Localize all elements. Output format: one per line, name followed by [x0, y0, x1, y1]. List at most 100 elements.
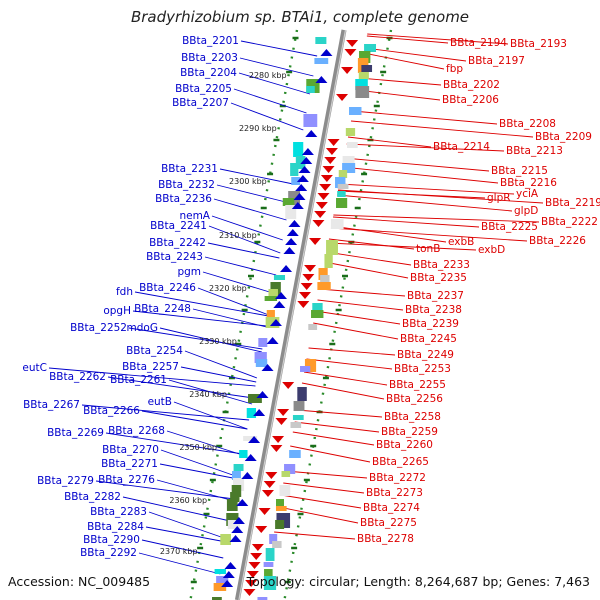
feature-block	[320, 275, 330, 282]
left-strand-arrow	[241, 472, 254, 479]
feature-block	[230, 492, 240, 502]
connector-layer	[48, 33, 544, 575]
left-gene-label: BBta_2204	[180, 67, 237, 79]
right-gene-connector	[324, 261, 409, 279]
right-gene-connector	[367, 33, 509, 45]
feature-block	[255, 359, 268, 367]
feature-block	[258, 338, 268, 347]
left-gene-connector	[156, 479, 235, 502]
right-strand-arrow	[315, 202, 328, 209]
kbp-label: 2300 kbp	[229, 177, 267, 186]
left-gene-connector	[240, 40, 318, 57]
kbp-label: 2350 kbp	[179, 443, 217, 452]
left-strand-arrow	[256, 391, 269, 398]
left-strand-arrow	[248, 436, 261, 443]
right-gene-connector	[346, 143, 505, 152]
right-gene-connector	[296, 409, 383, 418]
left-gene-connector	[233, 88, 307, 114]
left-strand-arrow	[320, 49, 333, 56]
right-strand-arrow	[309, 238, 322, 245]
left-gene-label: BBta_2290	[83, 534, 140, 546]
feature-layer	[212, 37, 377, 600]
left-gene-connector	[211, 215, 283, 241]
right-gene-connector	[337, 194, 513, 212]
left-strand-arrow	[269, 319, 282, 326]
left-strand-arrow	[253, 409, 266, 416]
feature-block	[314, 58, 329, 64]
right-gene-label: BBta_2193	[510, 38, 567, 50]
feature-block	[263, 562, 274, 567]
right-strand-arrow	[272, 436, 285, 443]
right-strand-arrow	[327, 139, 340, 146]
left-strand-arrow	[224, 562, 237, 569]
feature-block	[345, 128, 356, 136]
left-gene-connector	[216, 184, 290, 204]
right-strand-arrow	[346, 40, 359, 47]
left-gene-label: pgm	[177, 266, 201, 278]
left-gene-connector	[173, 401, 248, 430]
left-gene-connector	[145, 526, 227, 543]
left-gene-connector	[204, 256, 277, 276]
right-strand-arrow	[265, 472, 278, 479]
right-strand-arrow	[275, 418, 288, 425]
feature-block	[220, 534, 231, 545]
feature-block	[243, 436, 258, 441]
right-gene-connector	[315, 310, 401, 325]
feature-block	[297, 387, 307, 401]
feature-block	[291, 177, 301, 185]
left-gene-connector	[166, 430, 243, 456]
kbp-label: 2330 kbp	[199, 337, 237, 346]
feature-block	[239, 450, 248, 458]
right-gene-label: BBta_2274	[363, 502, 420, 514]
right-gene-label: BBta_2278	[357, 533, 414, 545]
right-gene-connector	[333, 216, 480, 228]
left-gene-connector	[132, 310, 267, 327]
feature-block	[273, 275, 286, 280]
left-gene-label: mdoG	[127, 322, 158, 334]
right-gene-label: BBta_2253	[394, 363, 451, 375]
right-gene-label: exbB	[448, 236, 474, 248]
right-strand-arrow	[246, 571, 259, 578]
label-layer: 2280 kbp 2290 kbp 2300 kbp 2310 kbp 2320 kbp…	[22, 35, 600, 559]
right-gene-connector	[328, 238, 415, 250]
left-gene-connector	[107, 376, 254, 399]
right-gene-label: BBta_2197	[468, 55, 525, 67]
right-strand-arrow	[270, 445, 283, 452]
right-gene-label: yciA	[516, 188, 539, 200]
right-gene-connector	[317, 299, 404, 311]
feature-block	[226, 499, 238, 511]
right-strand-arrow	[320, 175, 333, 182]
right-strand-arrow	[325, 148, 338, 155]
left-gene-label: BBta_2246	[139, 282, 196, 294]
left-gene-label: BBta_2266	[83, 405, 140, 417]
right-gene-connector	[278, 506, 359, 524]
left-gene-connector	[197, 287, 269, 316]
feature-block	[342, 163, 356, 173]
right-gene-connector	[308, 347, 396, 356]
right-strand-arrow	[336, 94, 349, 101]
right-gene-label: BBta_2209	[535, 131, 592, 143]
feature-block	[265, 317, 280, 328]
right-gene-label: BBta_2256	[386, 393, 443, 405]
left-gene-label: nemA	[179, 210, 210, 222]
right-strand-arrow	[297, 301, 310, 308]
feature-block	[227, 520, 240, 529]
right-strand-arrow	[324, 157, 337, 164]
right-strand-arrow	[263, 481, 276, 488]
feature-block	[289, 450, 301, 458]
right-strand-arrow	[277, 409, 290, 416]
feature-block	[285, 205, 297, 219]
right-gene-label: BBta_2249	[397, 349, 454, 361]
right-gene-connector	[306, 358, 393, 370]
right-gene-connector	[344, 157, 490, 172]
left-gene-connector	[138, 552, 221, 575]
left-gene-label: BBta_2283	[90, 506, 147, 518]
right-strand-arrow	[261, 490, 274, 497]
right-strand-arrow	[302, 274, 315, 281]
feature-block	[324, 254, 333, 268]
feature-block	[349, 107, 362, 115]
right-gene-connector	[352, 110, 498, 125]
right-gene-label: BBta_2202	[443, 79, 500, 91]
left-gene-connector	[122, 496, 231, 522]
feature-block	[358, 72, 369, 79]
